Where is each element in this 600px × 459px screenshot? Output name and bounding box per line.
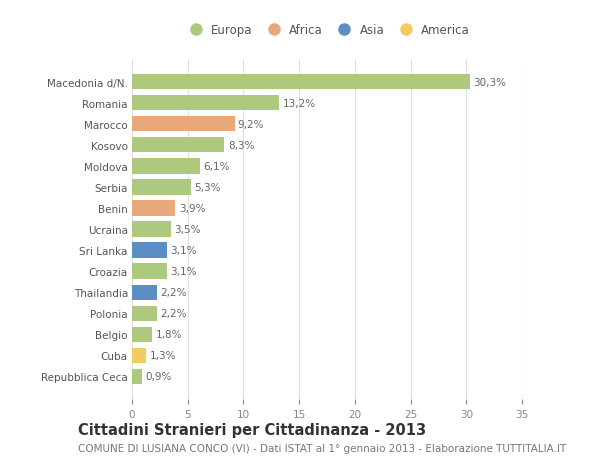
Text: 1,3%: 1,3% (150, 350, 176, 360)
Legend: Europa, Africa, Asia, America: Europa, Africa, Asia, America (182, 22, 472, 39)
Bar (132, 285, 157, 300)
Text: COMUNE DI LUSIANA CONCO (VI) - Dati ISTAT al 1° gennaio 2013 - Elaborazione TUTT: COMUNE DI LUSIANA CONCO (VI) - Dati ISTA… (78, 443, 566, 453)
Bar (132, 222, 171, 237)
Bar (132, 201, 175, 216)
Text: 5,3%: 5,3% (194, 183, 221, 192)
Text: 3,5%: 3,5% (175, 224, 201, 235)
Bar (132, 159, 200, 174)
Text: 30,3%: 30,3% (473, 78, 506, 88)
Text: 2,2%: 2,2% (160, 308, 187, 319)
Bar (132, 264, 167, 279)
Text: 9,2%: 9,2% (238, 120, 265, 129)
Bar (132, 243, 167, 258)
Bar (132, 327, 152, 342)
Text: 1,8%: 1,8% (155, 330, 182, 339)
Text: 0,9%: 0,9% (145, 371, 172, 381)
Bar (132, 180, 191, 195)
Bar (132, 75, 470, 90)
Bar (132, 306, 157, 321)
Bar (132, 348, 146, 363)
Text: 3,1%: 3,1% (170, 267, 196, 276)
Bar (132, 138, 224, 153)
Bar (132, 369, 142, 384)
Text: 8,3%: 8,3% (228, 140, 254, 151)
Text: 13,2%: 13,2% (283, 99, 316, 109)
Text: 3,9%: 3,9% (179, 203, 205, 213)
Text: Cittadini Stranieri per Cittadinanza - 2013: Cittadini Stranieri per Cittadinanza - 2… (78, 422, 426, 437)
Bar (132, 96, 279, 111)
Text: 2,2%: 2,2% (160, 287, 187, 297)
Text: 6,1%: 6,1% (203, 162, 230, 172)
Text: 3,1%: 3,1% (170, 246, 196, 256)
Bar (132, 117, 235, 132)
